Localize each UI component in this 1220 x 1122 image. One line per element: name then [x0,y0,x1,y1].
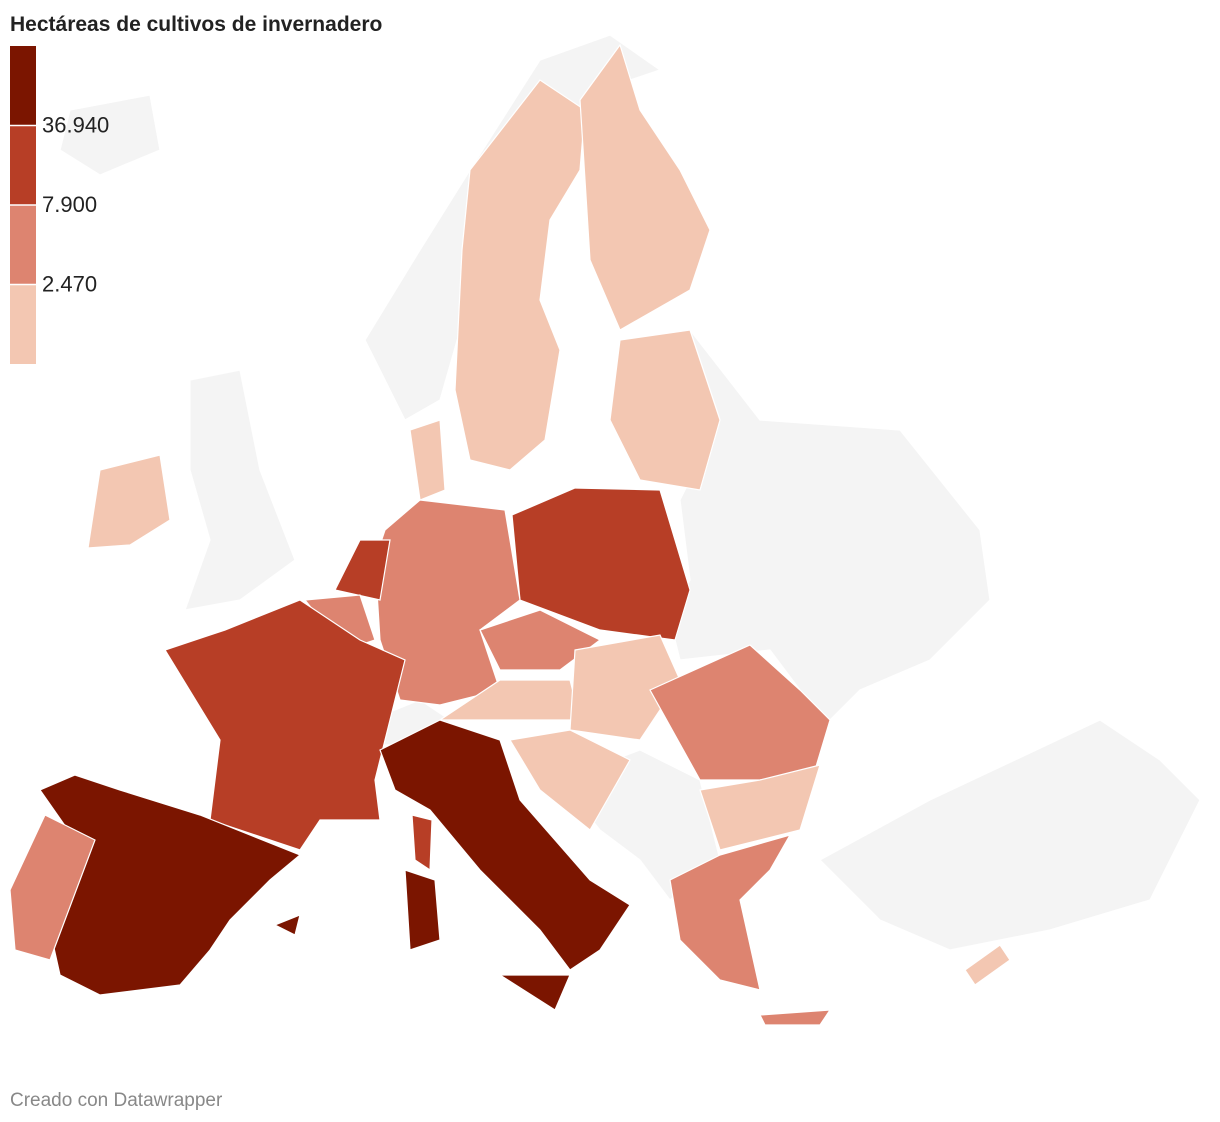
region [699,764,821,851]
region [59,94,161,176]
region [9,814,96,961]
region [184,369,296,611]
region [511,487,691,641]
region [87,454,171,549]
footer: Creado con Datawrapper [10,1090,223,1111]
region [509,729,631,831]
legend-label: 2.470 [42,272,97,297]
region [404,869,441,951]
region [669,834,792,991]
region [379,719,631,971]
region [497,974,571,1011]
region [334,539,391,601]
legend-swatch [10,46,36,126]
chart-title: Hectáreas de cultivos de invernadero [10,13,382,36]
region [409,419,446,501]
legend-swatch [10,125,36,205]
region [964,944,1011,986]
region [649,644,831,781]
region [273,914,301,936]
legend-label: 7.900 [42,192,97,217]
region [569,634,681,741]
region [609,329,721,491]
legend: 36.940 7.900 2.470 [10,46,109,364]
region [411,814,433,872]
map [9,34,1201,1026]
region [819,719,1201,951]
legend-swatch [10,284,36,364]
region [759,1009,832,1026]
region [579,43,711,331]
legend-label: 36.940 [42,113,109,138]
region [454,79,586,471]
legend-swatch [10,205,36,285]
